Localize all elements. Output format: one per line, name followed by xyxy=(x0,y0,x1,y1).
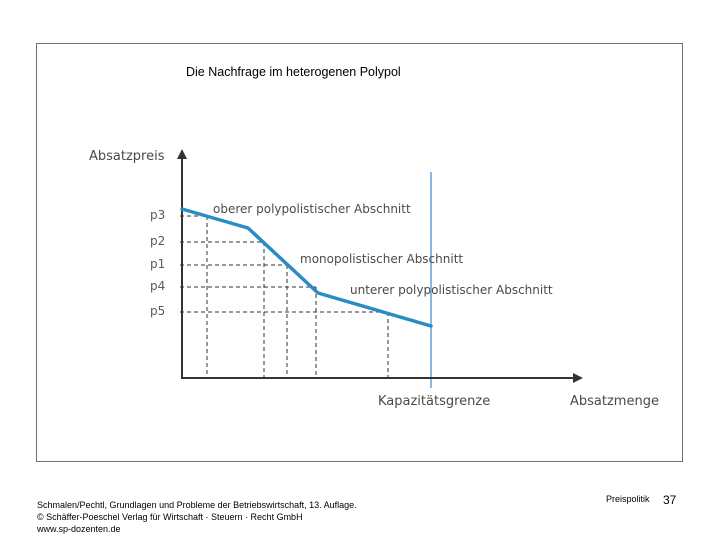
x-axis-label: Absatzmenge xyxy=(570,394,659,409)
capacity-limit-label: Kapazitätsgrenze xyxy=(378,394,490,409)
footer-topic: Preispolitik xyxy=(606,494,650,504)
price-label-p5: p5 xyxy=(150,304,165,318)
price-label-p2: p2 xyxy=(150,234,165,248)
demand-curve xyxy=(180,207,433,328)
footer-source-line: Schmalen/Pechtl, Grundlagen und Probleme… xyxy=(37,500,357,510)
footer-source-line: © Schäffer-Poeschel Verlag für Wirtschaf… xyxy=(37,512,303,522)
section-label-lower: unterer polypolistischer Abschnitt xyxy=(350,283,553,297)
section-label-upper: oberer polypolistischer Abschnitt xyxy=(213,202,411,216)
footer-source-line: www.sp-dozenten.de xyxy=(37,524,121,534)
price-label-p1: p1 xyxy=(150,257,165,271)
y-axis-label: Absatzpreis xyxy=(89,149,165,164)
slide-frame xyxy=(36,43,683,462)
section-label-monopolistic: monopolistischer Abschnitt xyxy=(300,252,463,266)
footer-source: Schmalen/Pechtl, Grundlagen und Probleme… xyxy=(37,499,357,535)
slide-title: Die Nachfrage im heterogenen Polypol xyxy=(186,65,401,79)
price-label-p3: p3 xyxy=(150,208,165,222)
page-number: 37 xyxy=(663,493,677,507)
price-label-p4: p4 xyxy=(150,279,165,293)
